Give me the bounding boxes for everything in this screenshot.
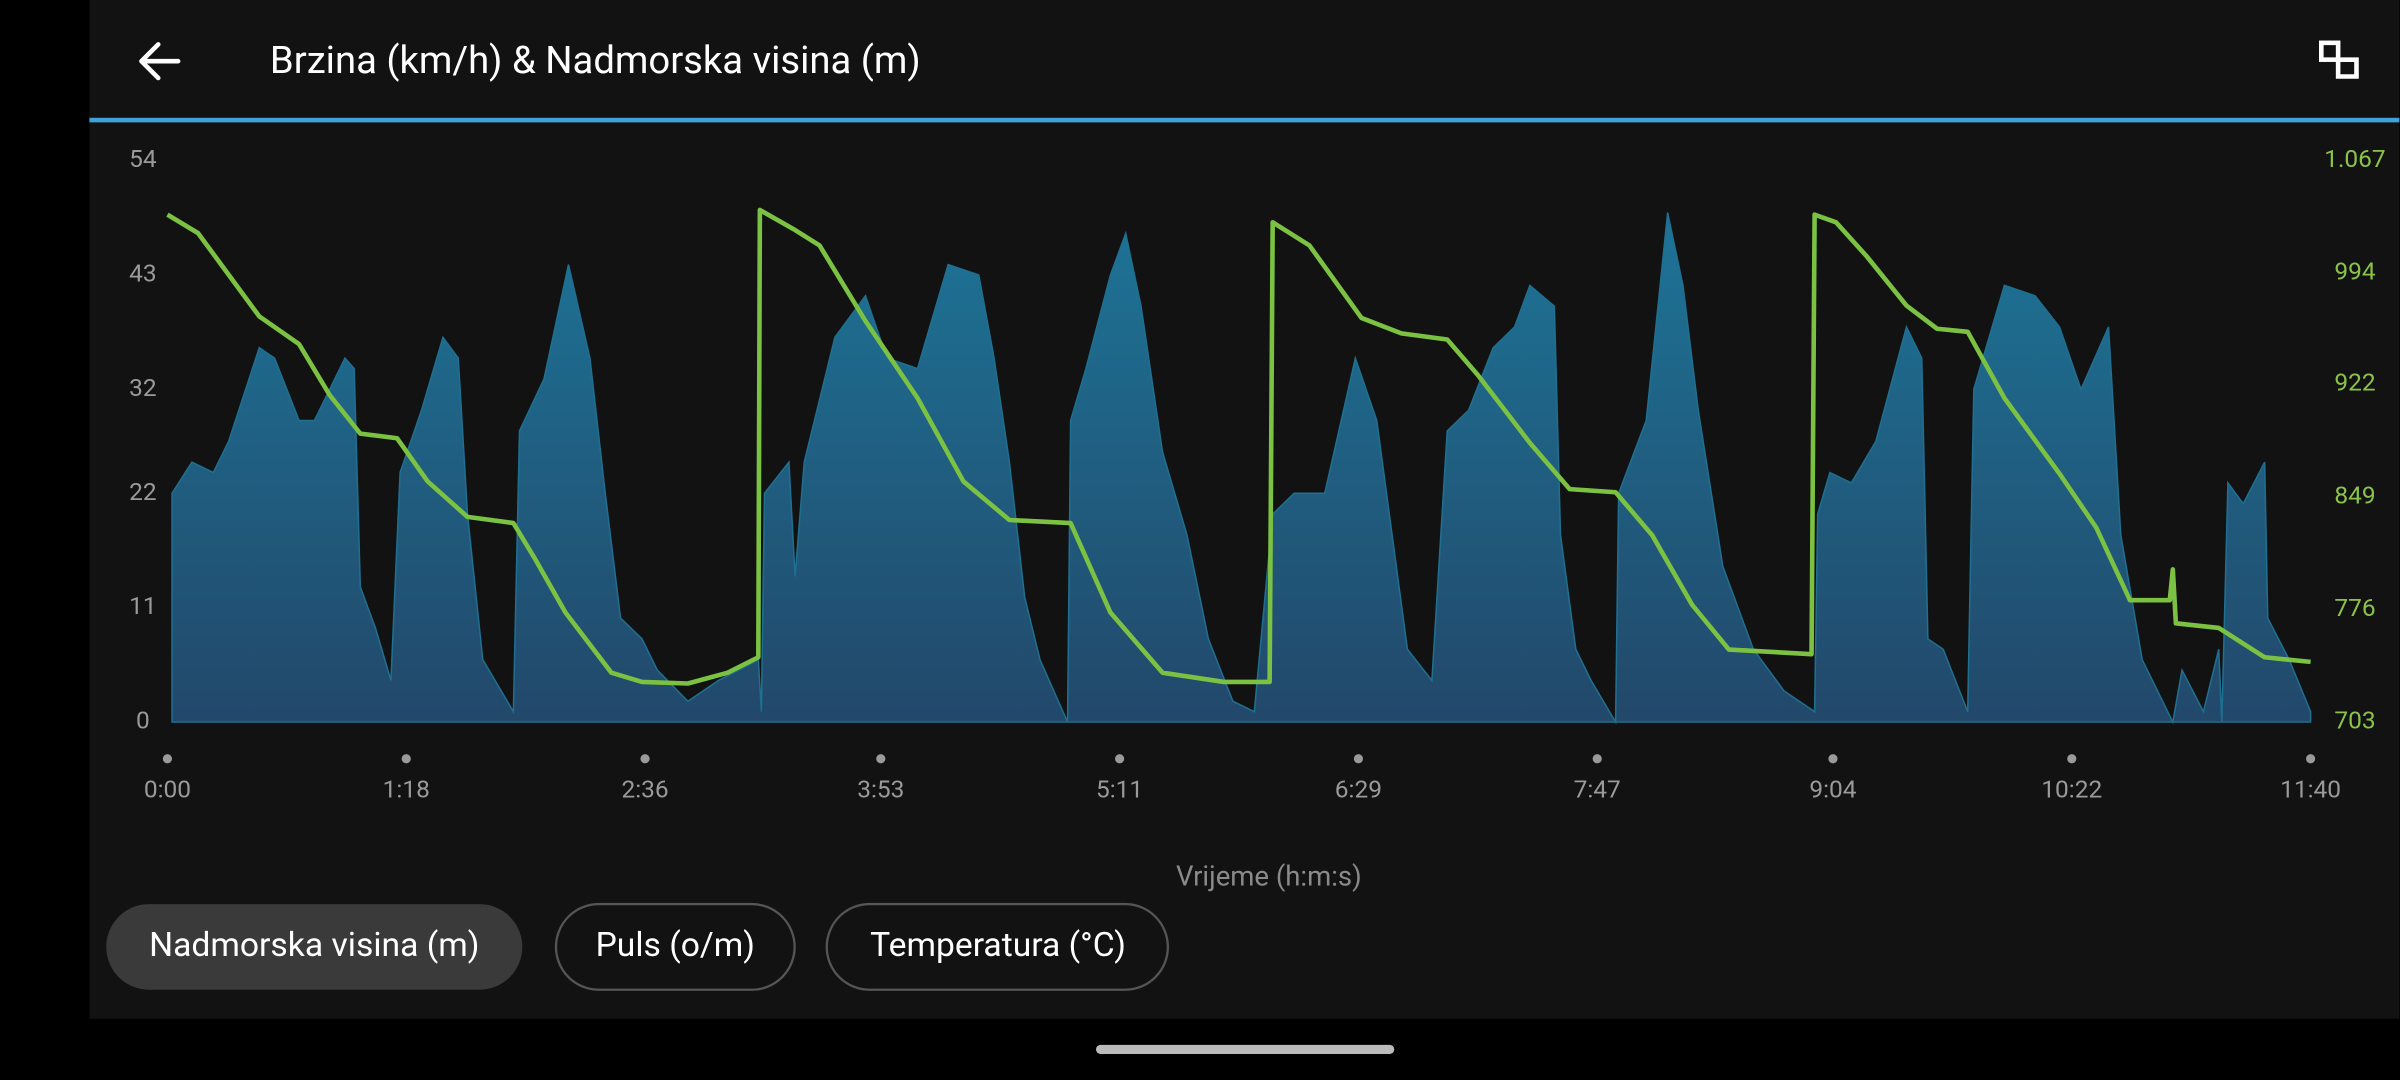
x-tick-mark [2067, 754, 2077, 764]
title: Brzina (km/h) & Nadmorska visina (m) [270, 39, 921, 83]
y-tick-label: 54 [129, 144, 157, 173]
y2-tick-label: 776 [2334, 593, 2375, 622]
y-tick-label: 11 [129, 591, 157, 620]
y-tick-label: 0 [136, 706, 150, 735]
x-tick-mark [162, 754, 173, 764]
tab-label[interactable]: Puls (o/m) [596, 926, 755, 965]
plot: 0 11 22 32 43 54 703 776 849 922 994 1.067 0:00 1:18 2… [129, 144, 2386, 803]
y-tick-label: 22 [129, 477, 157, 506]
x-tick-mark [2306, 754, 2316, 764]
x-tick-mark [1353, 754, 1364, 764]
tab-button[interactable] [825, 902, 1170, 991]
y2-tick-label: 849 [2334, 480, 2375, 509]
y2-tick-label: 703 [2334, 706, 2375, 735]
x-tick-mark [640, 754, 650, 764]
x-tick-label: 7:47 [1574, 774, 1621, 803]
x-tick-mark [1115, 754, 1125, 764]
x-axis-label: Vrijeme (h:m:s) [1176, 859, 1362, 892]
x-tick-mark [1828, 754, 1838, 764]
x-tick-label: 11:40 [2280, 774, 2341, 803]
tab-button[interactable] [106, 904, 523, 990]
y-tick-label: 43 [129, 258, 157, 287]
header-divider [89, 117, 2400, 123]
x-tick-label: 3:53 [857, 774, 904, 803]
tab-button[interactable] [554, 902, 796, 991]
x-tick-mark [876, 754, 886, 764]
back-button[interactable] [139, 42, 181, 81]
elevation-line [166, 207, 2311, 686]
x-tick-label: 9:04 [1809, 774, 1856, 803]
y-tick-label: 32 [129, 373, 157, 402]
speed-area [171, 212, 2312, 725]
x-tick-label: 2:36 [621, 774, 668, 803]
tab-label[interactable]: Temperatura (°C) [870, 926, 1126, 965]
x-tick-mark [401, 754, 411, 764]
x-tick-label: 5:11 [1096, 774, 1143, 803]
fullscreen-button[interactable] [2319, 40, 2359, 79]
tab-label[interactable]: Nadmorska visina (m) [149, 926, 479, 965]
y2-tick-label: 994 [2334, 257, 2376, 286]
y2-tick-label: 1.067 [2324, 144, 2385, 173]
tab-bar: Nadmorska visina (m) Puls (o/m) Temperat… [106, 902, 1170, 991]
x-tick-label: 6:29 [1335, 774, 1382, 803]
y2-tick-label: 922 [2334, 368, 2375, 397]
x-tick-label: 1:18 [383, 774, 430, 803]
x-tick-mark [1592, 754, 1602, 764]
x-tick-label: 10:22 [2041, 774, 2102, 803]
home-indicator [1095, 1044, 1395, 1054]
x-tick-label: 0:00 [144, 774, 191, 803]
